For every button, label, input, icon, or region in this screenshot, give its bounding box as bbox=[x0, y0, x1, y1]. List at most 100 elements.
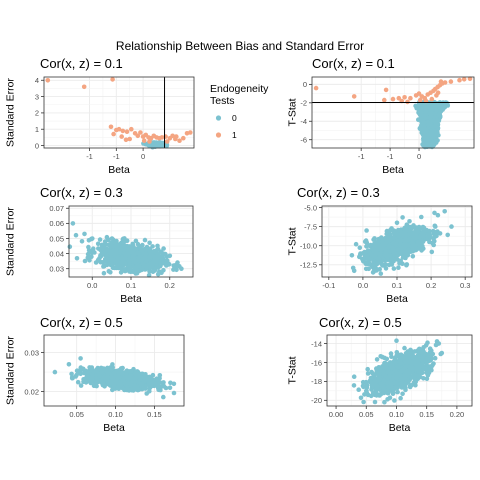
scatter-point-group-0 bbox=[123, 371, 129, 377]
scatter-point-group-0 bbox=[384, 228, 390, 234]
scatter-point-group-1 bbox=[457, 77, 462, 83]
scatter-point-group-1 bbox=[405, 99, 410, 105]
scatter-point-group-1 bbox=[467, 76, 473, 82]
scatter-point-group-0 bbox=[90, 236, 95, 241]
x-tick-label: 0.15 bbox=[419, 410, 434, 419]
scatter-point-group-0 bbox=[399, 382, 405, 388]
y-tick-label: -6 bbox=[300, 136, 307, 145]
scatter-point-group-1 bbox=[416, 91, 422, 96]
scatter-point-group-0 bbox=[400, 391, 405, 397]
scatter-point-group-0 bbox=[127, 263, 132, 269]
scatter-point-group-0 bbox=[386, 243, 392, 249]
scatter-point-group-0 bbox=[430, 362, 435, 368]
x-tick-label: 0.0 bbox=[87, 281, 97, 290]
scatter-point-group-0 bbox=[429, 129, 434, 134]
y-tick-label: 3 bbox=[35, 92, 39, 101]
y-tick-label: 4 bbox=[35, 76, 39, 85]
scatter-point-group-0 bbox=[389, 381, 394, 387]
y-tick-label: -18 bbox=[311, 377, 322, 386]
scatter-point-group-0 bbox=[414, 106, 420, 111]
scatter-point-group-0 bbox=[97, 237, 103, 242]
scatter-point-group-0 bbox=[395, 389, 400, 395]
scatter-point-group-0 bbox=[127, 374, 133, 379]
scatter-point-group-0 bbox=[413, 382, 418, 388]
scatter-point-group-0 bbox=[142, 255, 147, 261]
scatter-point-group-0 bbox=[389, 226, 394, 231]
scatter-point-group-0 bbox=[67, 244, 73, 249]
scatter-point-group-0 bbox=[371, 258, 377, 264]
scatter-point-group-0 bbox=[412, 235, 418, 240]
scatter-point-group-0 bbox=[419, 110, 424, 115]
scatter-point-group-1 bbox=[127, 136, 132, 142]
scatter-point-group-0 bbox=[142, 385, 148, 390]
scatter-point-group-0 bbox=[112, 379, 117, 385]
scatter-point-group-0 bbox=[425, 142, 431, 147]
scatter-point-group-0 bbox=[379, 235, 384, 240]
scatter-point-group-1 bbox=[116, 126, 122, 132]
scatter-point-group-0 bbox=[95, 241, 101, 247]
scatter-point-group-0 bbox=[133, 260, 138, 265]
scatter-point-group-0 bbox=[144, 391, 149, 396]
scatter-point-group-0 bbox=[120, 377, 126, 383]
scatter-point-group-0 bbox=[412, 349, 418, 354]
scatter-point-group-0 bbox=[120, 365, 125, 371]
scatter-point-group-0 bbox=[94, 376, 100, 381]
scatter-point-group-0 bbox=[429, 348, 434, 353]
scatter-point-group-0 bbox=[100, 260, 105, 265]
scatter-point-group-0 bbox=[161, 246, 166, 251]
scatter-point-group-0 bbox=[400, 215, 405, 220]
y-tick-label: -5.0 bbox=[304, 203, 317, 212]
scatter-point-group-0 bbox=[449, 224, 454, 229]
scatter-point-group-0 bbox=[380, 354, 385, 360]
y-tick-label: 0.03 bbox=[24, 348, 39, 357]
scatter-point-group-0 bbox=[74, 255, 80, 261]
scatter-point-group-0 bbox=[378, 271, 384, 276]
scatter-point-group-0 bbox=[425, 340, 430, 346]
x-tick-label: -1 bbox=[358, 152, 365, 161]
x-tick-label: -1 bbox=[86, 152, 93, 161]
x-tick-label: 0.05 bbox=[359, 410, 374, 419]
scatter-point-group-1 bbox=[138, 130, 143, 135]
scatter-point-group-0 bbox=[105, 375, 110, 381]
scatter-point-group-0 bbox=[394, 220, 400, 226]
scatter-point-group-0 bbox=[123, 253, 129, 258]
scatter-point-group-0 bbox=[396, 227, 401, 233]
scatter-point-group-0 bbox=[430, 228, 436, 234]
x-tick-label: 0 bbox=[417, 152, 421, 161]
y-tick-label: 0 bbox=[303, 80, 307, 89]
scatter-point-group-0 bbox=[133, 271, 139, 276]
scatter-point-group-0 bbox=[432, 210, 437, 216]
scatter-point-group-1 bbox=[111, 131, 116, 137]
scatter-point-group-0 bbox=[445, 232, 451, 238]
scatter-point-group-0 bbox=[171, 390, 177, 396]
legend-label-0: 0 bbox=[232, 113, 237, 123]
x-tick-label: 0 bbox=[141, 152, 145, 161]
scatter-point-group-0 bbox=[380, 263, 385, 268]
scatter-point-group-0 bbox=[422, 130, 427, 135]
scatter-point-group-1 bbox=[163, 134, 168, 139]
scatter-point-group-0 bbox=[364, 244, 369, 249]
scatter-point-group-1 bbox=[461, 77, 467, 82]
scatter-point-group-0 bbox=[391, 390, 396, 396]
scatter-point-group-1 bbox=[382, 97, 387, 103]
scatter-point-group-0 bbox=[115, 259, 120, 264]
scatter-point-group-0 bbox=[386, 233, 392, 239]
scatter-point-group-0 bbox=[436, 341, 442, 346]
y-tick-label: 0.03 bbox=[49, 264, 64, 273]
legend-key-1 bbox=[215, 132, 222, 138]
scatter-point-group-1 bbox=[141, 138, 147, 143]
scatter-point-group-0 bbox=[356, 387, 362, 393]
scatter-point-group-0 bbox=[387, 253, 393, 258]
scatter-point-group-0 bbox=[380, 384, 386, 390]
x-tick-label: 0.10 bbox=[108, 410, 123, 419]
scatter-point-group-0 bbox=[361, 384, 366, 390]
scatter-point-group-0 bbox=[409, 382, 414, 388]
scatter-point-group-1 bbox=[417, 97, 423, 103]
scatter-point-group-0 bbox=[374, 386, 380, 391]
scatter-point-group-0 bbox=[439, 350, 445, 356]
scatter-point-group-0 bbox=[353, 241, 359, 247]
scatter-point-group-0 bbox=[109, 374, 114, 380]
scatter-point-group-0 bbox=[149, 254, 155, 259]
scatter-point-group-0 bbox=[116, 265, 121, 271]
scatter-point-group-0 bbox=[154, 376, 159, 382]
